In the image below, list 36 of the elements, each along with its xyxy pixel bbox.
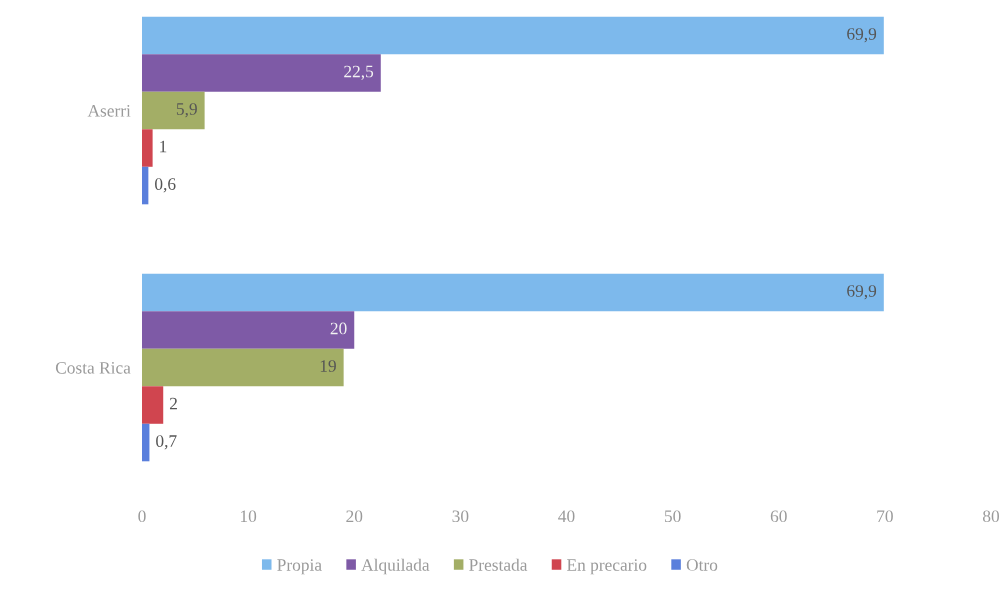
data-label: 19 bbox=[320, 360, 336, 372]
data-label: 0,7 bbox=[156, 435, 177, 450]
x-tick-label: 70 bbox=[877, 510, 893, 523]
x-tick-label: 30 bbox=[452, 510, 469, 523]
bar bbox=[142, 54, 381, 92]
x-tick-label: 50 bbox=[664, 510, 681, 523]
bar bbox=[142, 129, 153, 167]
x-tick-label: 10 bbox=[240, 510, 257, 523]
legend-label: Alquilada bbox=[361, 558, 430, 575]
bar bbox=[142, 91, 205, 130]
x-tick-label: 60 bbox=[770, 510, 787, 523]
legend-label: Otro bbox=[686, 559, 718, 571]
data-label: 69,9 bbox=[847, 28, 877, 43]
data-label: 22,5 bbox=[344, 65, 374, 80]
bar bbox=[142, 16, 884, 55]
data-label: 0,6 bbox=[155, 178, 176, 193]
data-label: 1 bbox=[160, 140, 167, 153]
data-label: 2 bbox=[169, 397, 177, 410]
x-tick-label: 0 bbox=[138, 510, 146, 523]
data-label: 69,9 bbox=[847, 285, 877, 300]
data-label: 20 bbox=[330, 322, 347, 335]
y-tick-label: Aserri bbox=[87, 105, 131, 117]
bar bbox=[142, 423, 150, 462]
legend-label: En precario bbox=[567, 559, 647, 575]
x-tick-label: 20 bbox=[346, 510, 363, 523]
x-tick-label: 80 bbox=[982, 510, 1000, 523]
data-label: 5,9 bbox=[176, 103, 197, 118]
legend-label: Prestada bbox=[469, 558, 528, 571]
y-tick-label: Costa Rica bbox=[55, 362, 131, 374]
bar bbox=[142, 166, 149, 205]
bar bbox=[142, 311, 355, 349]
legend-label: Propia bbox=[277, 559, 322, 575]
bar bbox=[142, 348, 344, 387]
bar bbox=[142, 273, 884, 312]
bar bbox=[142, 386, 164, 424]
x-tick-label: 40 bbox=[558, 510, 575, 523]
